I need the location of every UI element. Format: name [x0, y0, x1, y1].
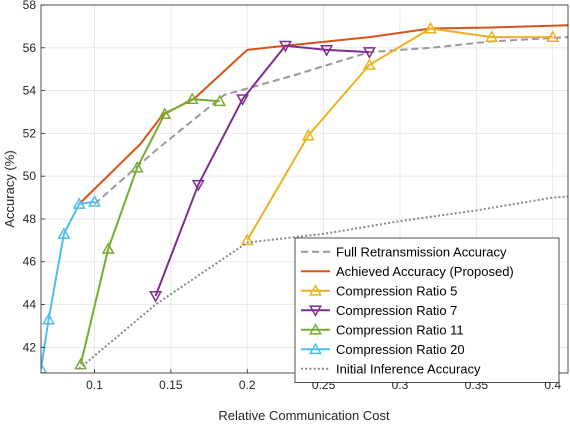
series-line	[78, 195, 568, 370]
legend-label: Compression Ratio 7	[336, 303, 457, 318]
x-tick-label: 0.2	[239, 378, 256, 392]
data-point	[362, 47, 376, 59]
legend-label: Compression Ratio 5	[336, 283, 457, 298]
series-layer	[41, 21, 568, 373]
y-tick-label: 46	[23, 255, 37, 269]
y-tick-label: 48	[23, 212, 37, 226]
series-0	[93, 36, 568, 205]
data-point	[42, 312, 56, 325]
series-2	[240, 21, 560, 246]
legend-marker	[309, 342, 322, 355]
x-tick-label: 0.15	[159, 378, 183, 392]
series-line	[78, 24, 568, 205]
data-point	[101, 242, 115, 254]
series-line	[79, 98, 220, 365]
data-point	[485, 30, 499, 43]
series-5	[41, 195, 101, 373]
series-1	[78, 24, 568, 205]
series-line	[154, 44, 370, 297]
data-point	[158, 107, 172, 120]
data-point	[57, 227, 71, 239]
series-4	[74, 92, 227, 370]
grid	[41, 4, 568, 373]
data-point	[130, 160, 144, 173]
y-tick-label: 54	[23, 84, 37, 98]
legend: Full Retransmission Accuracy Achieved Acc…	[294, 237, 560, 383]
data-point	[213, 94, 227, 107]
legend-marker	[309, 305, 322, 317]
y-tick-label: 52	[23, 126, 37, 140]
legend-box	[294, 237, 560, 383]
data-point	[72, 197, 86, 209]
legend-label: Achieved Accuracy (Proposed)	[336, 264, 514, 279]
data-point	[546, 30, 560, 43]
legend-label: Compression Ratio 11	[336, 322, 464, 337]
data-point	[88, 195, 101, 207]
y-tick-label: 50	[23, 169, 37, 183]
data-point	[320, 45, 334, 57]
data-point	[240, 233, 254, 246]
data-point	[191, 179, 205, 192]
legend-marker	[309, 284, 322, 296]
legend-label: Full Retransmission Accuracy	[336, 244, 507, 259]
tick-labels: 0.1 0.15 0.2 0.25 0.3 0.35 0.44244464850525456…	[23, 0, 562, 392]
legend-label: Initial Inference Accuracy	[336, 361, 481, 376]
y-tick-label: 58	[23, 0, 37, 12]
data-point	[236, 94, 250, 106]
y-axis-label: Accuracy (%)	[2, 150, 17, 227]
x-axis-label: Relative Communication Cost	[218, 408, 390, 423]
series-line	[41, 200, 95, 369]
legend-label: Compression Ratio 20	[336, 342, 465, 357]
data-point	[185, 92, 199, 105]
data-point	[278, 40, 292, 53]
legend-marker	[309, 323, 322, 335]
y-tick-label: 44	[23, 298, 37, 312]
data-point	[41, 361, 48, 373]
data-point	[362, 58, 376, 70]
y-tick-label: 56	[23, 41, 37, 55]
series-line	[93, 36, 568, 205]
x-tick-label: 0.1	[86, 378, 103, 392]
y-tick-label: 42	[23, 340, 37, 354]
data-point	[301, 128, 315, 141]
series-3	[149, 40, 376, 303]
data-point	[149, 291, 163, 303]
data-point	[424, 21, 437, 34]
series-6	[78, 195, 568, 370]
series-line	[246, 27, 553, 241]
